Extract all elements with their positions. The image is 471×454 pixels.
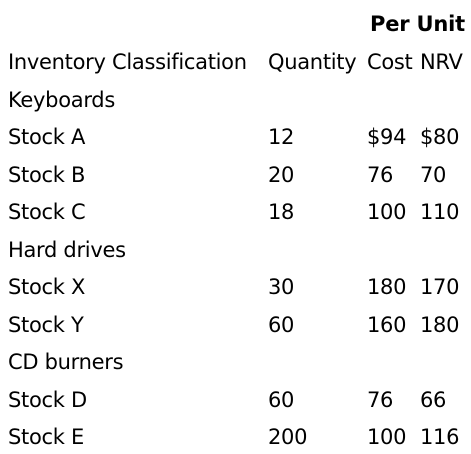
- row-item-label: Stock C: [8, 200, 86, 224]
- row-item-label: Stock Y: [8, 313, 84, 337]
- row-nrv: 170: [420, 275, 460, 299]
- column-header-nrv: NRV: [420, 50, 463, 74]
- row-quantity: 12: [268, 125, 295, 149]
- row-cost: 180: [367, 275, 407, 299]
- row-item-label: Stock D: [8, 388, 87, 412]
- row-cost: 160: [367, 313, 407, 337]
- row-nrv: 180: [420, 313, 460, 337]
- row-quantity: 200: [268, 425, 308, 449]
- column-header-cost: Cost: [367, 50, 413, 74]
- row-quantity: 30: [268, 275, 295, 299]
- row-cost: 100: [367, 425, 407, 449]
- row-item-label: Stock B: [8, 163, 86, 187]
- row-nrv: 66: [420, 388, 447, 412]
- row-cost: 76: [367, 388, 394, 412]
- row-nrv: $80: [420, 125, 460, 149]
- row-nrv: 70: [420, 163, 447, 187]
- column-header-quantity: Quantity: [268, 50, 357, 74]
- row-item-label: Stock A: [8, 125, 86, 149]
- row-quantity: 60: [268, 313, 295, 337]
- row-quantity: 60: [268, 388, 295, 412]
- row-nrv: 110: [420, 200, 460, 224]
- row-cost: $94: [367, 125, 407, 149]
- column-header-classification: Inventory Classification: [8, 50, 247, 74]
- group-label-hard-drives: Hard drives: [8, 238, 126, 262]
- row-cost: 100: [367, 200, 407, 224]
- group-label-cd-burners: CD burners: [8, 350, 124, 374]
- row-quantity: 18: [268, 200, 295, 224]
- group-label-keyboards: Keyboards: [8, 88, 115, 112]
- row-quantity: 20: [268, 163, 295, 187]
- per-unit-header: Per Unit: [370, 12, 465, 36]
- row-cost: 76: [367, 163, 394, 187]
- row-item-label: Stock X: [8, 275, 86, 299]
- row-item-label: Stock E: [8, 425, 84, 449]
- row-nrv: 116: [420, 425, 460, 449]
